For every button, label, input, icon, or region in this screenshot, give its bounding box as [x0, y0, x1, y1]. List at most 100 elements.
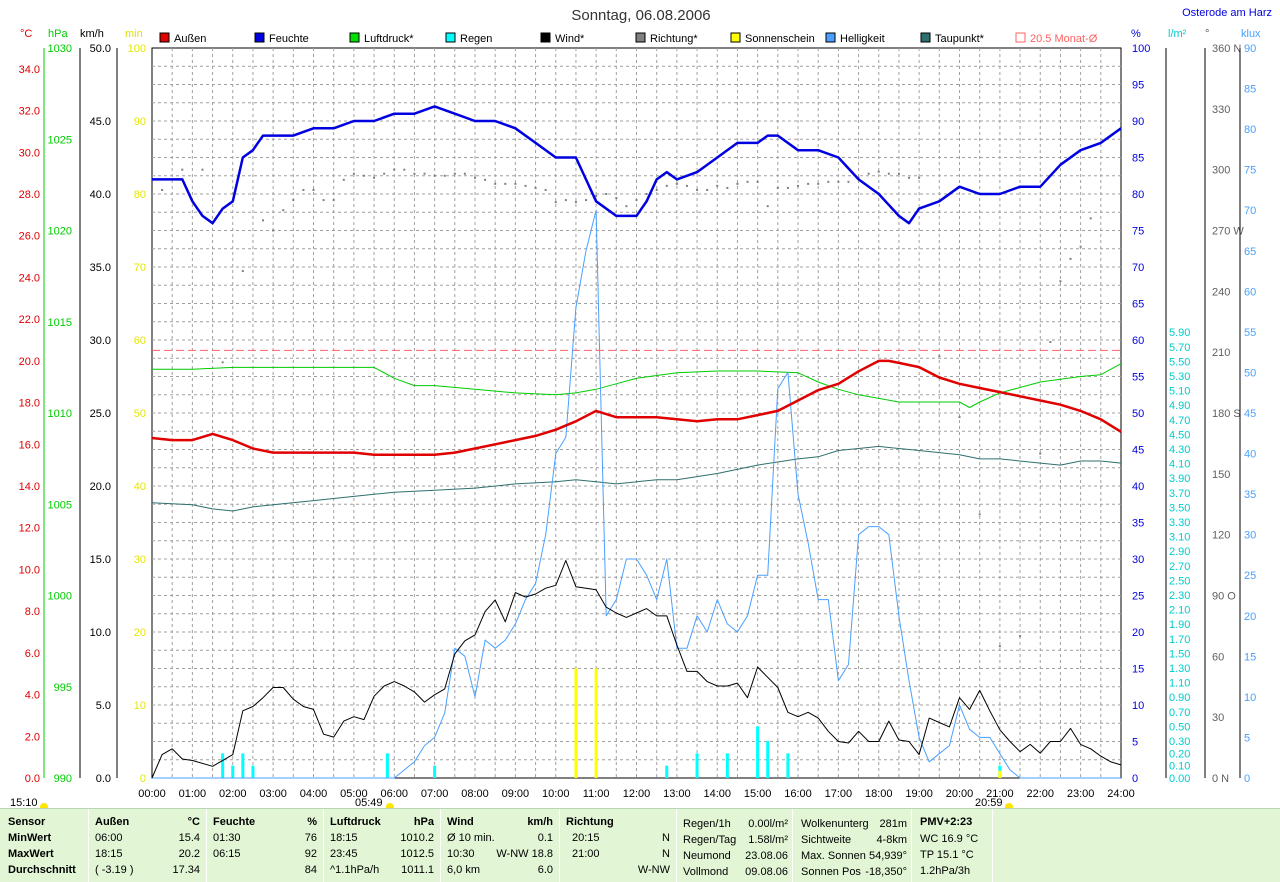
stats-tp: TP 15.1 °C	[920, 849, 974, 861]
stats-feuchte: Feuchte % 01:30 06:15 76 92 84	[207, 809, 324, 882]
direction-tick-label: 300	[1212, 165, 1230, 177]
legend-label: 20.5 Monat-Ø	[1030, 33, 1098, 45]
stats-luftdruck-max-time: 23:45	[330, 848, 358, 860]
humidity-tick-label: 80	[1132, 189, 1144, 201]
rain-tick-label: 1.90	[1169, 619, 1190, 631]
stats-wolken: Wolkenunterg Sichtweite Max. Sonnen Sonn…	[793, 809, 912, 882]
x-tick-label: 22:00	[1026, 788, 1054, 800]
stats-feuchte-max-time: 06:15	[213, 848, 241, 860]
rain-tick-label: 2.70	[1169, 561, 1190, 573]
wind-tick-label: 15.0	[90, 554, 111, 566]
rain-tick-label: 5.10	[1169, 386, 1190, 398]
x-tick-label: 20:00	[946, 788, 974, 800]
rain-tick-label: 2.50	[1169, 575, 1190, 587]
direction-point	[1089, 217, 1092, 220]
rain-tick-label: 2.90	[1169, 546, 1190, 558]
legend-label: Feuchte	[269, 33, 309, 45]
direction-point	[494, 182, 497, 185]
direction-point	[342, 178, 345, 181]
x-tick-label: 23:00	[1067, 788, 1095, 800]
rain-tick-label: 0.70	[1169, 707, 1190, 719]
direction-point	[443, 174, 446, 177]
stats-luftdruck-trend: ^1.1hPa/h	[330, 864, 380, 876]
rain-bar	[231, 765, 235, 778]
humidity-tick-label: 10	[1132, 700, 1144, 712]
stats-neumond-label: Neumond	[683, 850, 731, 862]
direction-point	[474, 176, 476, 179]
stats-wind-max-time: 10:30	[447, 848, 475, 860]
legend-label: Wind*	[555, 33, 585, 45]
legend-swatch	[540, 32, 551, 43]
direction-point	[524, 184, 527, 187]
direction-point	[786, 186, 789, 189]
x-tick-label: 21:00	[986, 788, 1014, 800]
direction-tick-label: 120	[1212, 530, 1230, 542]
stats-aussen-min-time: 06:00	[95, 832, 123, 844]
direction-point	[221, 361, 224, 364]
direction-tick-label: 180 S	[1212, 408, 1241, 420]
x-tick-label: 09:00	[502, 788, 530, 800]
stats-luftdruck-min: 1010.2	[400, 832, 434, 844]
humidity-tick-label: 95	[1132, 80, 1144, 92]
stats-wind: Wind km/h Ø 10 min. 10:30 6,0 km 0.1 W-N…	[441, 809, 560, 882]
light-tick-label: 0	[1244, 773, 1250, 785]
humidity-tick-label: 30	[1132, 554, 1144, 566]
direction-tick-label: 0 N	[1212, 773, 1229, 785]
direction-point	[867, 172, 870, 175]
legend-swatch	[254, 32, 265, 43]
wind-tick-label: 35.0	[90, 262, 111, 274]
humidity-tick-label: 50	[1132, 408, 1144, 420]
pressure-tick-label: 1025	[48, 134, 72, 146]
pressure-tick-label: 1030	[48, 43, 72, 55]
stats-wind-unit: km/h	[527, 816, 553, 828]
stats-vollmond: 09.08.06	[745, 866, 788, 878]
humidity-tick-label: 65	[1132, 299, 1144, 311]
direction-point	[1049, 341, 1052, 344]
rain-tick-label: 4.30	[1169, 444, 1190, 456]
rain-tick-label: 2.30	[1169, 590, 1190, 602]
light-tick-label: 40	[1244, 449, 1256, 461]
temp-tick-label: 16.0	[19, 439, 40, 451]
rain-tick-label: 5.30	[1169, 371, 1190, 383]
stats-aussen-avg: 17.34	[172, 864, 200, 876]
direction-point	[433, 174, 436, 177]
humidity-tick-label: 90	[1132, 116, 1144, 128]
pressure-tick-label: 995	[54, 682, 72, 694]
stats-aussen: Außen °C 06:00 18:15 ( -3.19 ) 15.4 20.2…	[89, 809, 207, 882]
rain-bar	[725, 753, 729, 778]
direction-point	[332, 199, 335, 202]
direction-tick-label: 90 O	[1212, 591, 1236, 603]
legend-label: Sonnenschein	[745, 33, 815, 45]
stats-vollmond-label: Vollmond	[683, 866, 729, 878]
legend-label: Taupunkt*	[935, 33, 985, 45]
rain-tick-label: 0.30	[1169, 736, 1190, 748]
humidity-tick-label: 100	[1132, 43, 1150, 55]
series-line-wind	[151, 560, 1122, 779]
stats-richtung-head: Richtung	[566, 816, 614, 828]
rain-tick-label: 0.20	[1169, 748, 1190, 760]
temp-tick-label: 30.0	[19, 147, 40, 159]
direction-point	[352, 172, 355, 175]
direction-point	[635, 199, 638, 202]
rain-tick-label: 5.70	[1169, 342, 1190, 354]
moonrise-marker: 15:10	[10, 797, 48, 809]
light-tick-label: 90	[1244, 43, 1256, 55]
x-tick-label: 18:00	[865, 788, 893, 800]
chart-title: Sonntag, 06.08.2006	[571, 7, 710, 24]
x-tick-label: 19:00	[905, 788, 933, 800]
direction-tick-label: 240	[1212, 286, 1230, 298]
temp-tick-label: 6.0	[25, 648, 40, 660]
rain-tick-label: 4.50	[1169, 429, 1190, 441]
rain-unit-label: l/m²	[1168, 28, 1187, 40]
x-tick-label: 01:00	[179, 788, 207, 800]
legend-swatch	[825, 32, 836, 43]
light-unit-label: klux	[1241, 28, 1261, 40]
rain-tick-label: 1.50	[1169, 648, 1190, 660]
light-tick-label: 45	[1244, 408, 1256, 420]
rain-bar	[385, 753, 389, 778]
sunmin-tick-label: 100	[128, 43, 146, 55]
wind-tick-label: 30.0	[90, 335, 111, 347]
stats-row-min: MinWert	[8, 832, 52, 844]
legend-swatch	[159, 32, 170, 43]
direction-point	[504, 182, 507, 185]
